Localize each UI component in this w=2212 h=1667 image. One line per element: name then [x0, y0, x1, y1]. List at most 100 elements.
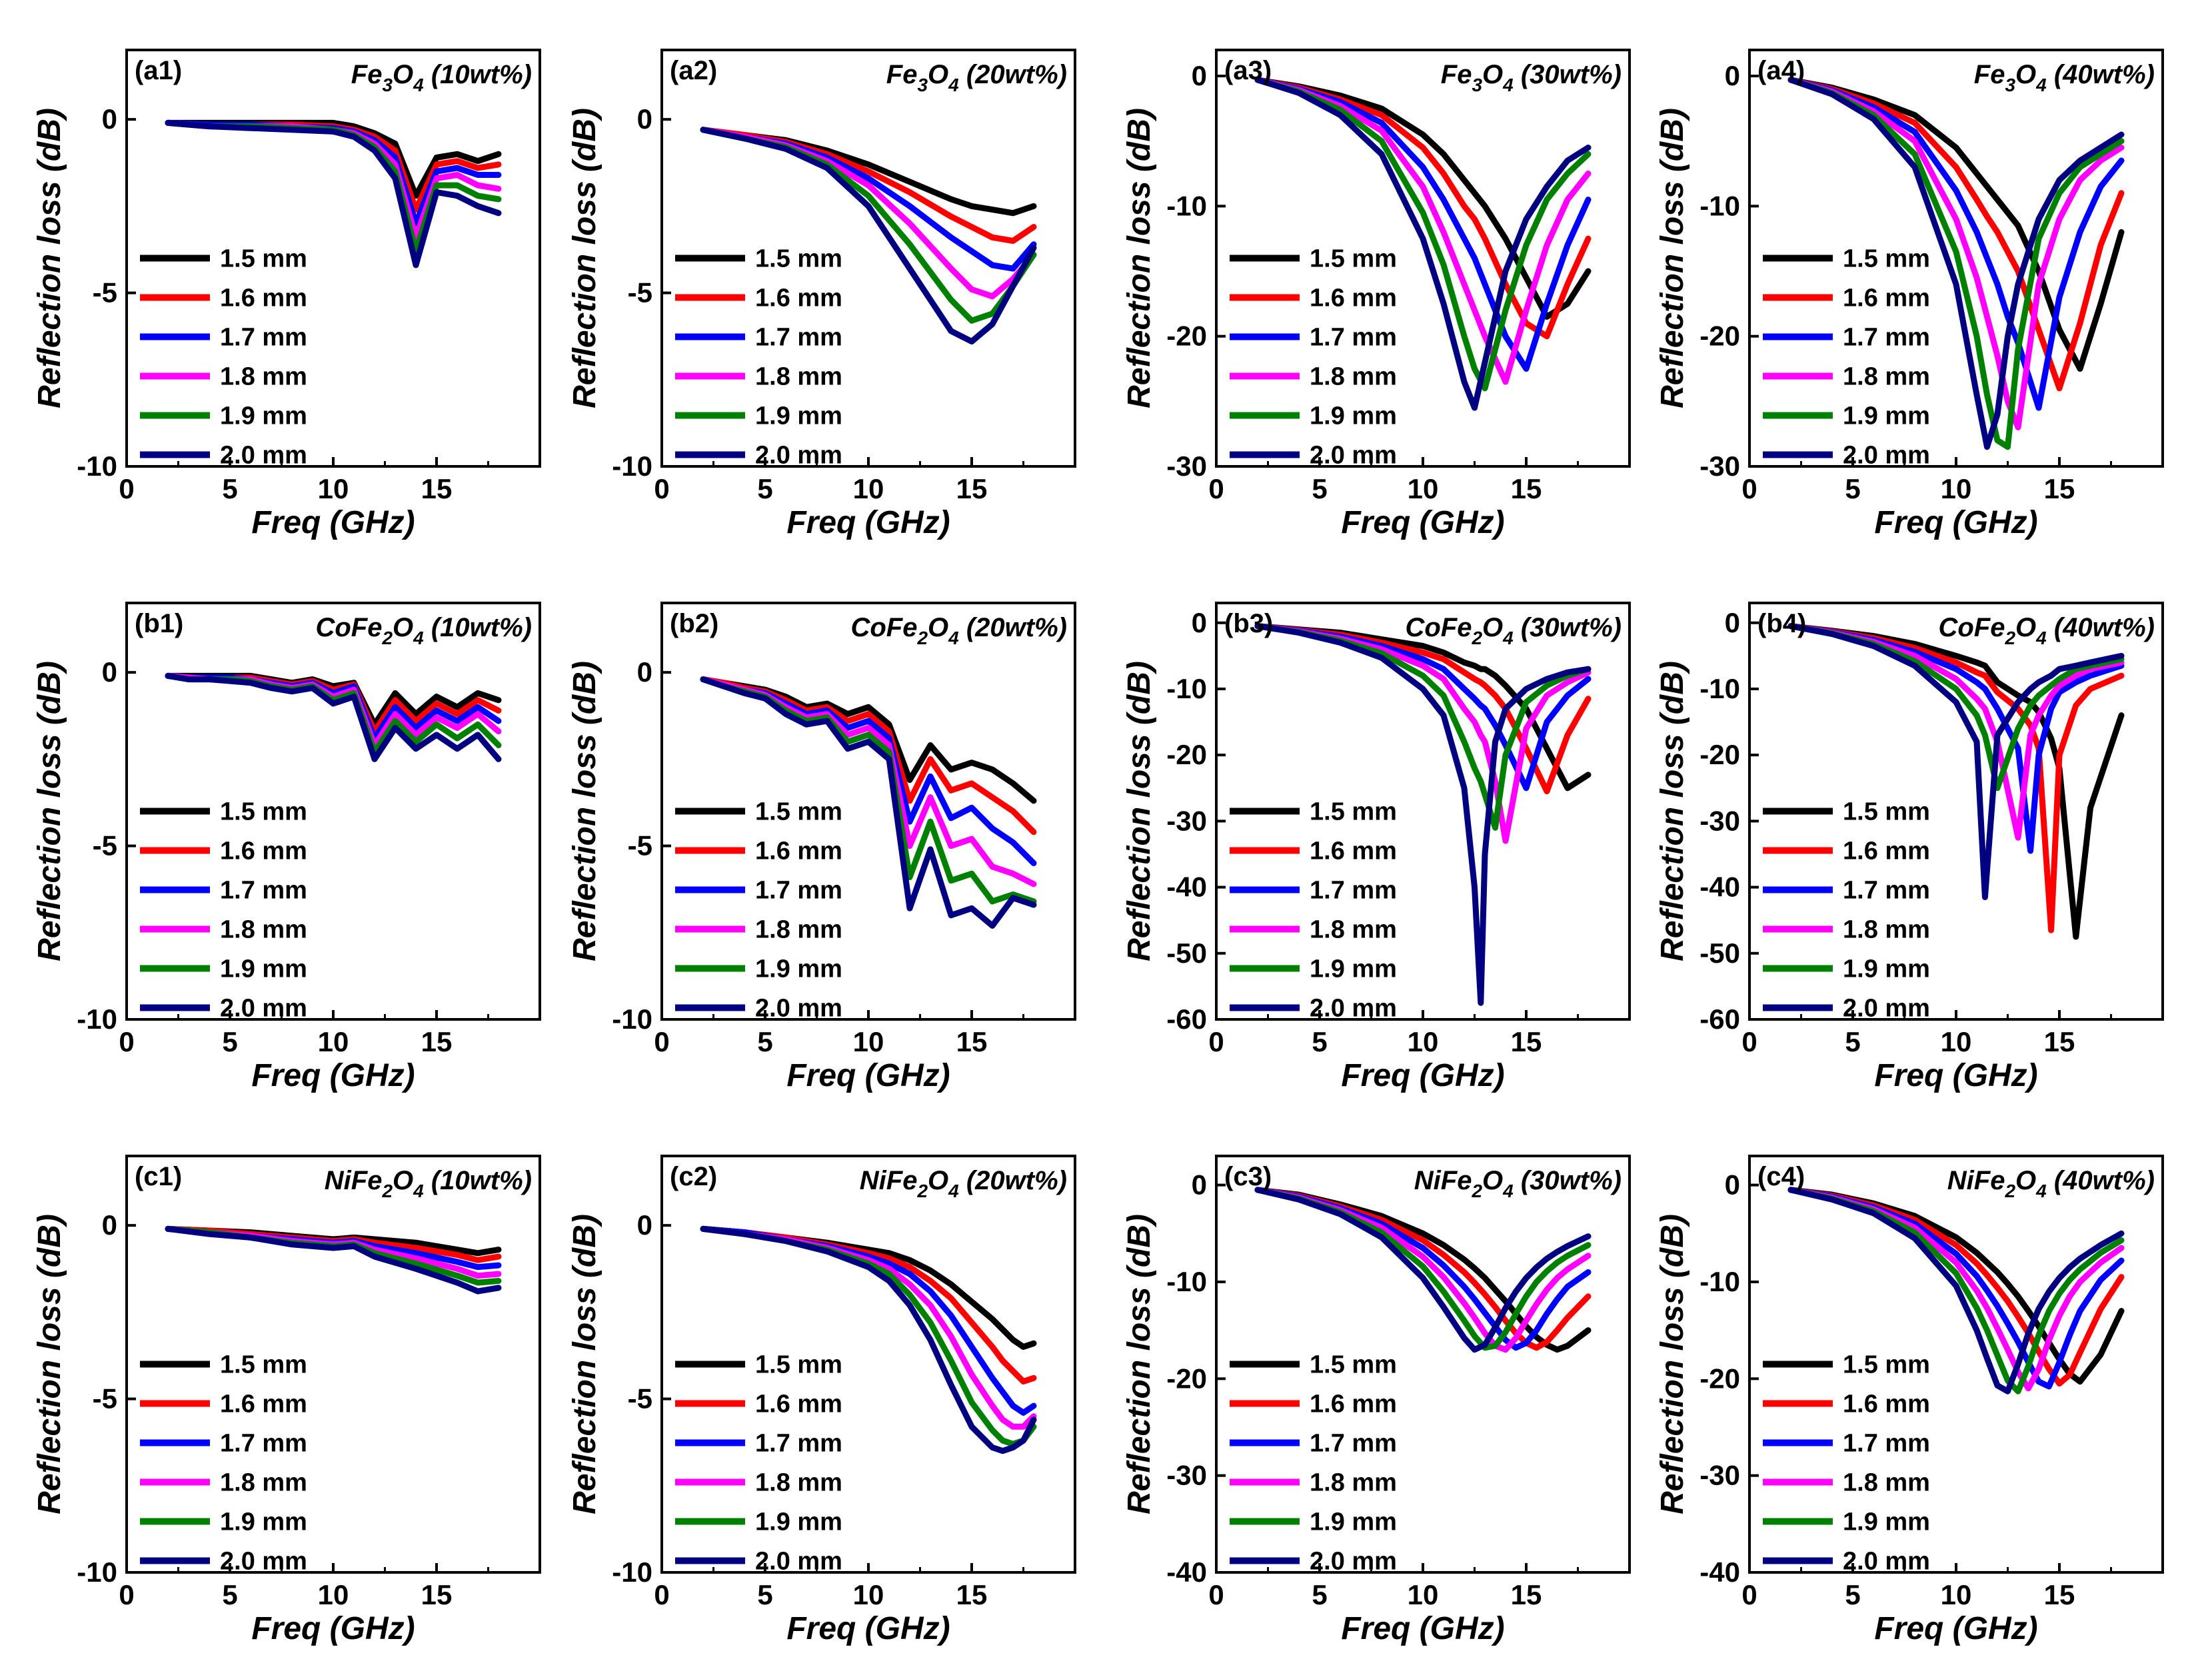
x-tick-label: 0 [654, 1026, 669, 1057]
x-tick-label: 5 [222, 473, 237, 504]
x-tick-label: 15 [2044, 1026, 2075, 1057]
series-lines [1254, 1187, 1592, 1353]
x-tick-label: 15 [2044, 473, 2075, 504]
y-tick-label: -20 [1699, 320, 1740, 352]
series-line-2_0-mm [700, 127, 1037, 344]
panel-c3: 0 5 10 15 -40 -30 -20 -10 0 Freq (GHz) Reflection … [1122, 1155, 1631, 1646]
y-tick-label: -10 [612, 450, 652, 482]
legend-entry: 1.7 mm [755, 1430, 842, 1458]
legend: 1.5 mm 1.6 mm 1.7 mm 1.8 mm 1.9 mm 2.0 mm [1230, 798, 1397, 1023]
legend-entry: 1.8 mm [755, 363, 842, 391]
series-line-2_0-mm [700, 676, 1037, 929]
legend-entry: 1.5 mm [1310, 245, 1397, 273]
legend-entry: 1.8 mm [220, 916, 307, 944]
y-axis-title: Reflection loss (dB) [1655, 661, 1690, 961]
panel-b1: 0 5 10 15 -10 -5 0 Freq (GHz) Reflection loss (d… [32, 602, 541, 1093]
x-axis-title: Freq (GHz) [251, 1058, 415, 1093]
legend-entry: 1.9 mm [755, 955, 842, 983]
legend-entry: 2.0 mm [1310, 442, 1397, 470]
legend-entry: 1.5 mm [755, 798, 842, 826]
x-tick-label: 15 [1511, 1026, 1542, 1057]
series-line-1_9-mm [1787, 77, 2125, 450]
series-line-1_9-mm [1254, 1187, 1592, 1351]
x-axis-title: Freq (GHz) [251, 1611, 415, 1646]
panel-label: (b4) [1757, 609, 1806, 638]
series-lines [1787, 623, 2125, 940]
y-tick-label: -5 [628, 1383, 652, 1414]
x-tick-label: 0 [1208, 1579, 1224, 1610]
panel-title: CoFe2O4 (30wt%) [1405, 613, 1622, 648]
x-tick-label: 0 [1208, 1026, 1224, 1057]
panel-c2: 0 5 10 15 -10 -5 0 Freq (GHz) Reflection loss (d… [567, 1155, 1076, 1646]
legend-entry: 2.0 mm [755, 995, 842, 1023]
series-line-2_0-mm [1254, 77, 1592, 411]
series-line-2_0-mm [1787, 1187, 2125, 1394]
legend: 1.5 mm 1.6 mm 1.7 mm 1.8 mm 1.9 mm 2.0 mm [1763, 1351, 1930, 1576]
panel-label: (a1) [135, 56, 182, 85]
y-tick-label: -20 [1166, 1363, 1207, 1394]
x-tick-label: 10 [1941, 1026, 1972, 1057]
panel-a1: 0 5 10 15 -10 -5 0 Freq (GHz) Reflection loss (d… [32, 49, 541, 540]
series-line-1_7-mm [165, 119, 502, 227]
x-tick-label: 10 [1941, 473, 1972, 504]
y-tick-label: -50 [1166, 937, 1207, 969]
y-tick-label: -30 [1166, 450, 1207, 482]
panel-title: Fe3O4 (30wt%) [1441, 60, 1622, 95]
y-tick-label: 0 [102, 656, 117, 688]
legend-entry: 2.0 mm [755, 442, 842, 470]
y-tick-label: 0 [1725, 60, 1740, 91]
y-tick-label: 0 [1192, 1169, 1207, 1201]
y-axis-title: Reflection loss (dB) [1122, 661, 1157, 961]
x-tick-label: 0 [654, 473, 669, 504]
panel-title: NiFe2O4 (40wt%) [1947, 1166, 2155, 1201]
y-tick-label: -40 [1166, 1556, 1207, 1588]
legend-entry: 1.6 mm [755, 837, 842, 865]
y-tick-label: 0 [102, 103, 117, 135]
legend-entry: 2.0 mm [1843, 442, 1930, 470]
x-tick-label: 10 [318, 473, 349, 504]
legend-entry: 1.9 mm [1843, 955, 1930, 983]
legend-entry: 1.7 mm [1310, 877, 1397, 905]
legend-entry: 1.8 mm [220, 1469, 307, 1497]
legend: 1.5 mm 1.6 mm 1.7 mm 1.8 mm 1.9 mm 2.0 mm [1763, 245, 1930, 470]
x-tick-label: 10 [318, 1579, 349, 1610]
series-line-2_0-mm [1254, 1187, 1592, 1353]
y-tick-label: 0 [1725, 1169, 1740, 1201]
legend: 1.5 mm 1.6 mm 1.7 mm 1.8 mm 1.9 mm 2.0 mm [1230, 245, 1397, 470]
x-tick-label: 15 [1511, 1579, 1542, 1610]
panel-label: (c4) [1757, 1162, 1805, 1191]
y-tick-label: 0 [637, 656, 652, 688]
y-axis-title: Reflection loss (dB) [1122, 108, 1157, 408]
legend-entry: 1.7 mm [220, 324, 307, 352]
series-lines [1787, 1187, 2125, 1394]
panel-title: CoFe2O4 (10wt%) [315, 613, 532, 648]
y-tick-label: 0 [1192, 607, 1207, 638]
legend-entry: 1.7 mm [755, 877, 842, 905]
legend-entry: 1.8 mm [1843, 916, 1930, 944]
y-tick-label: -30 [1699, 450, 1740, 482]
x-tick-label: 10 [853, 473, 884, 504]
y-tick-label: -40 [1699, 871, 1740, 903]
y-axis-title: Reflection loss (dB) [567, 1214, 602, 1514]
y-tick-label: -10 [77, 450, 117, 482]
panel-label: (a2) [670, 56, 717, 85]
series-line-1_6-mm [1254, 1187, 1592, 1351]
panel-title: Fe3O4 (20wt%) [886, 60, 1067, 95]
y-tick-label: 0 [102, 1209, 117, 1241]
y-tick-label: -10 [1699, 1266, 1740, 1297]
legend-entry: 1.7 mm [220, 1430, 307, 1458]
y-axis-title: Reflection loss (dB) [32, 108, 67, 408]
series-line-1_8-mm [700, 127, 1037, 300]
series-lines [1254, 623, 1592, 1006]
legend-entry: 1.7 mm [1843, 1430, 1930, 1458]
panel-a4: 0 5 10 15 -30 -20 -10 0 Freq (GHz) Reflection los… [1655, 49, 2164, 540]
legend-entry: 1.6 mm [220, 284, 307, 312]
series-line-1_7-mm [1254, 1187, 1592, 1351]
series-lines [1254, 77, 1592, 411]
panel-title: Fe3O4 (40wt%) [1974, 60, 2155, 95]
y-axis-title: Reflection loss (dB) [32, 1214, 67, 1514]
legend: 1.5 mm 1.6 mm 1.7 mm 1.8 mm 1.9 mm 2.0 mm [675, 245, 842, 470]
x-tick-label: 5 [1312, 1579, 1327, 1610]
series-line-1_6-mm [700, 676, 1037, 835]
legend-entry: 1.6 mm [1843, 837, 1930, 865]
